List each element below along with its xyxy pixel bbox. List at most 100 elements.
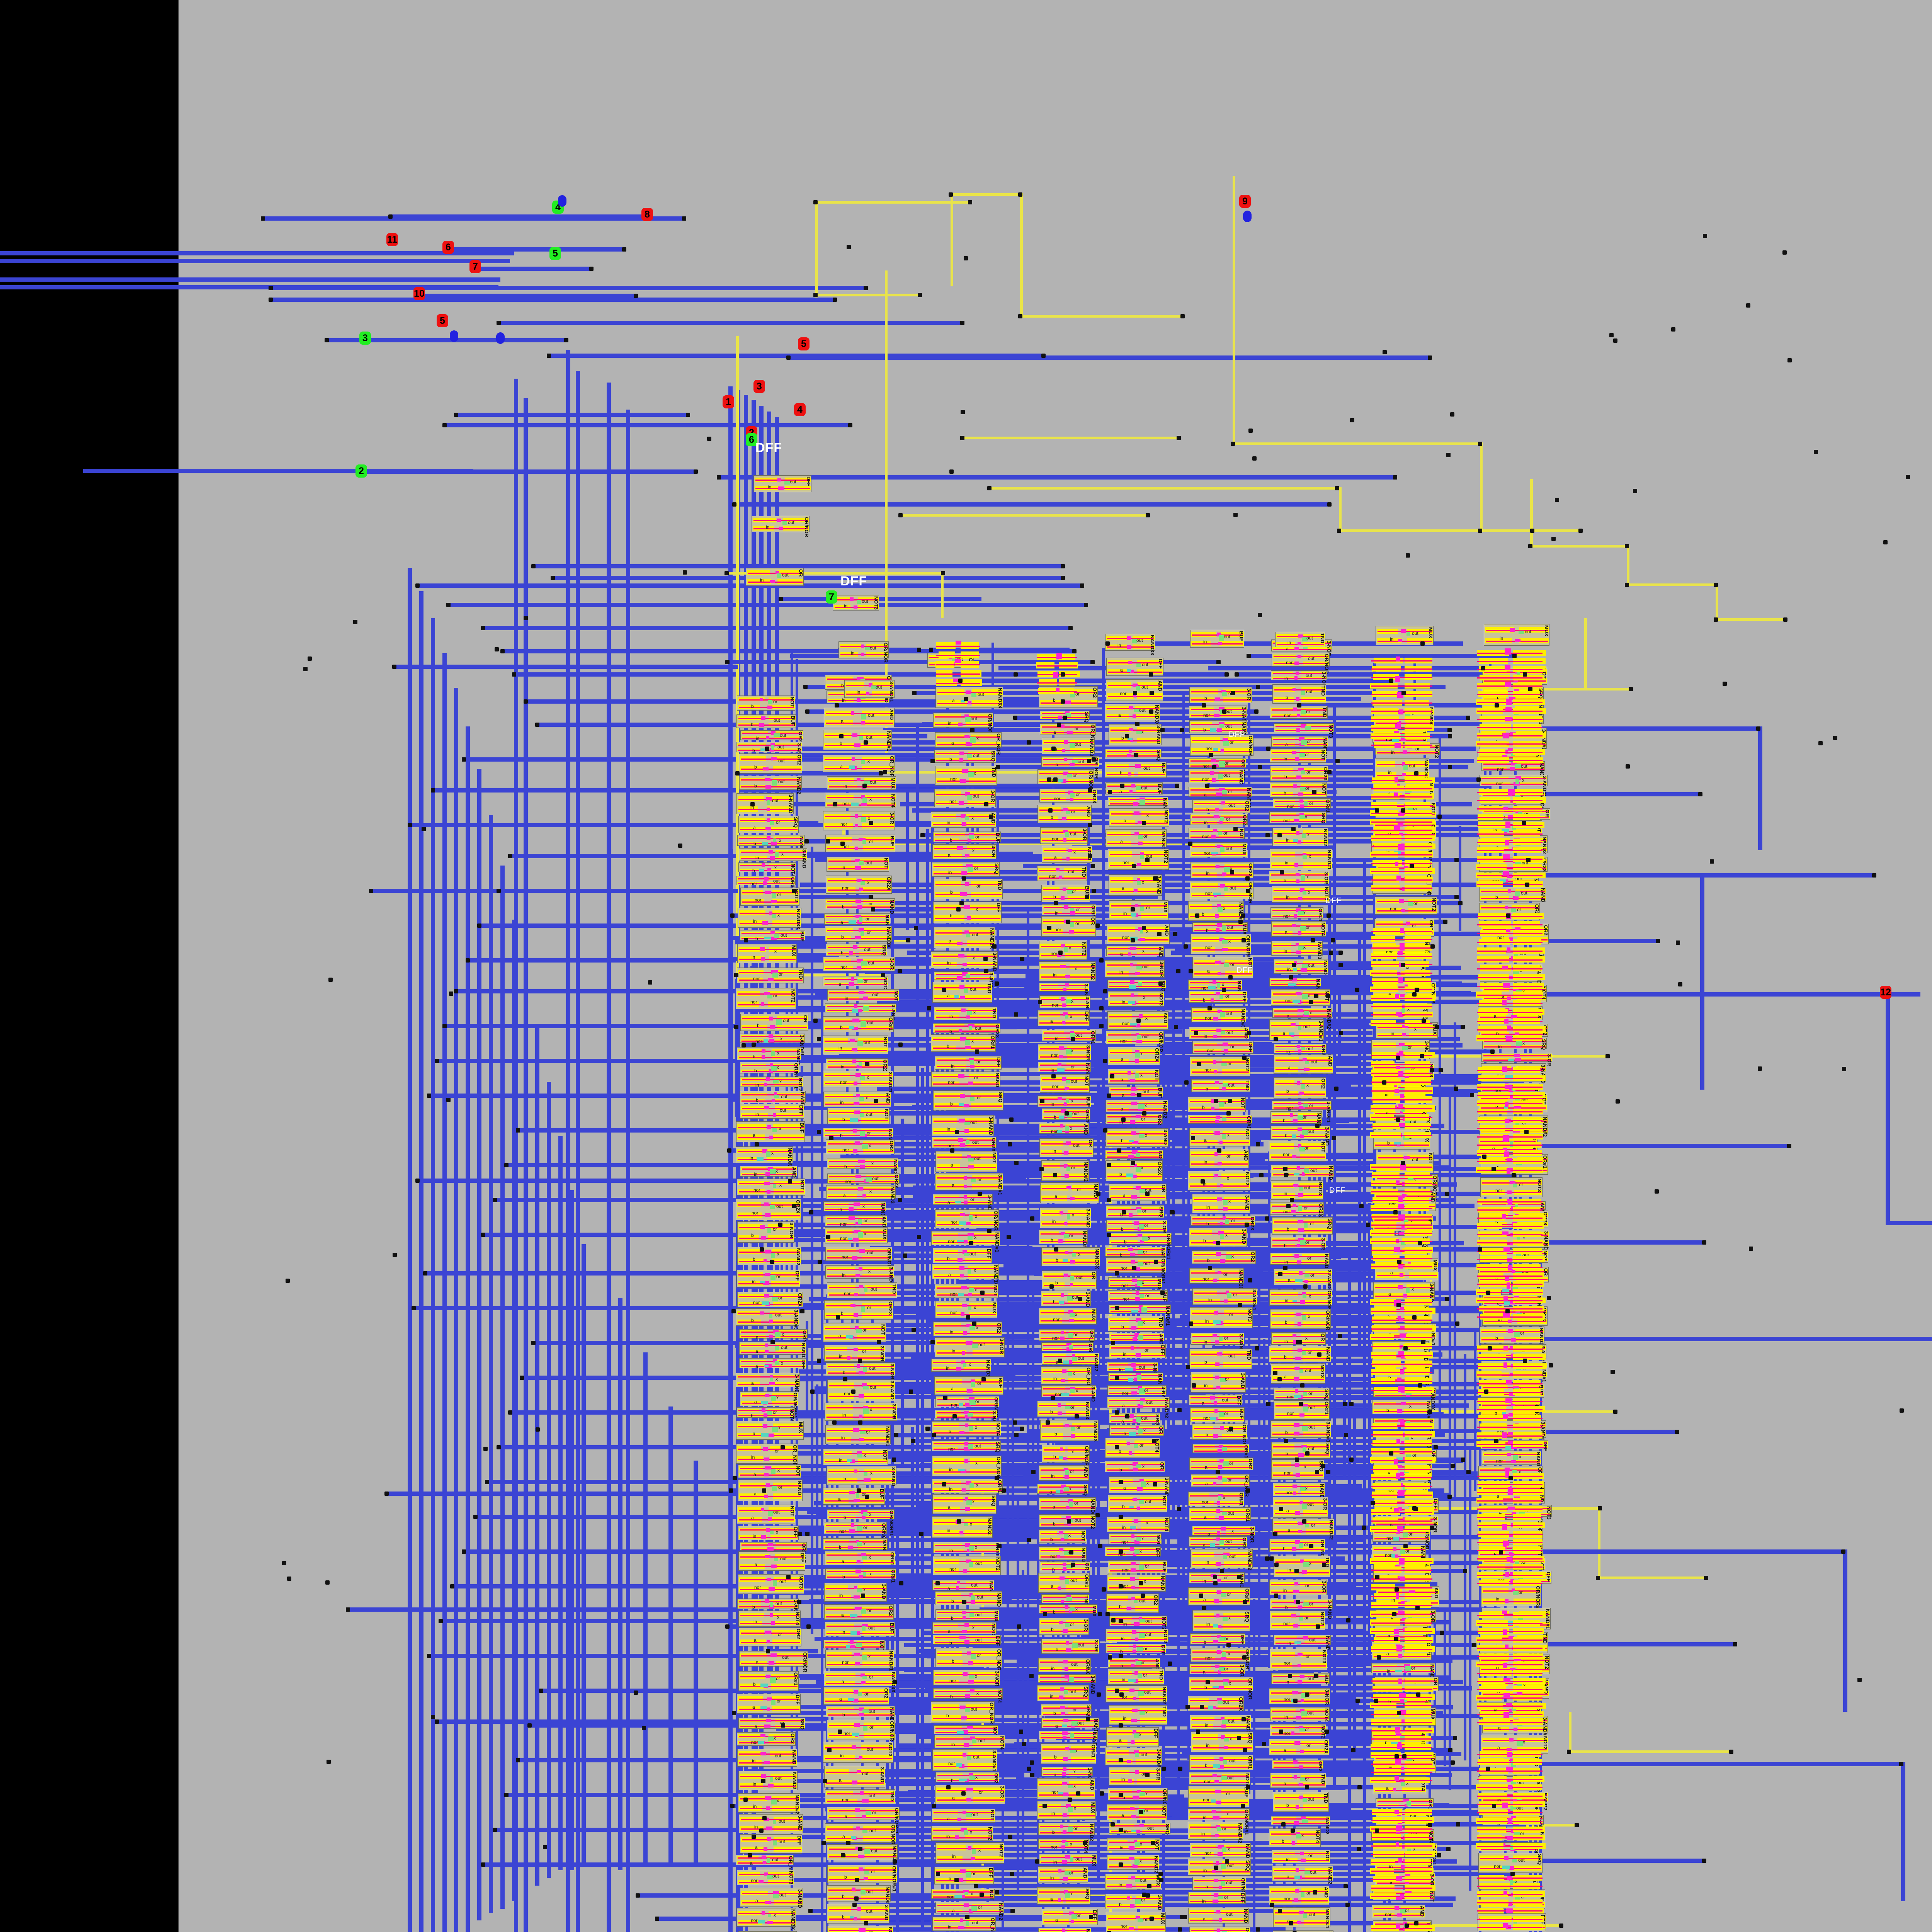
input-port-badge[interactable]: 1 <box>723 395 734 408</box>
net-terminal-dot <box>1362 1526 1366 1530</box>
net-terminal-dot <box>1088 788 1092 793</box>
net-terminal-dot <box>762 1816 767 1820</box>
net-terminal-dot <box>1255 1346 1259 1350</box>
input-port-badge[interactable]: 4 <box>794 403 806 416</box>
net-terminal-dot <box>481 1862 485 1867</box>
net-terminal-dot <box>1238 1303 1242 1307</box>
net-terminal-dot <box>1435 1025 1439 1029</box>
routing-wire-metal2-h <box>1598 1577 1706 1579</box>
net-terminal-dot <box>1222 709 1226 714</box>
net-terminal-dot <box>1383 350 1387 354</box>
net-terminal-dot <box>755 1142 759 1146</box>
net-terminal-dot <box>1099 1024 1104 1028</box>
routing-wire-h <box>1060 1519 1304 1524</box>
net-terminal-dot <box>1071 1037 1075 1041</box>
routing-wire-h <box>767 1433 1286 1437</box>
net-terminal-dot <box>809 1210 813 1214</box>
net-terminal-dot <box>1329 951 1333 955</box>
net-terminal-dot <box>388 214 393 219</box>
output-port-badge[interactable]: 7 <box>826 590 837 604</box>
input-port-badge[interactable]: 8 <box>641 208 653 221</box>
net-terminal-dot <box>1703 234 1707 238</box>
net-terminal-dot <box>729 1488 733 1493</box>
routing-wire-h <box>911 1357 1088 1361</box>
net-terminal-dot <box>325 338 329 342</box>
routing-wire-h <box>1024 1000 1490 1004</box>
input-port-badge[interactable]: 9 <box>1239 195 1251 208</box>
routing-wire-h <box>448 603 1086 607</box>
net-terminal-dot <box>1270 1903 1274 1907</box>
output-port-badge[interactable]: 2 <box>355 464 367 478</box>
net-terminal-dot <box>1098 1544 1102 1548</box>
net-terminal-dot <box>634 294 638 298</box>
net-terminal-dot <box>1311 938 1315 942</box>
output-port-badge[interactable]: 5 <box>549 247 561 260</box>
routing-wire-h <box>772 1340 879 1344</box>
input-port-badge[interactable]: 6 <box>442 241 454 254</box>
net-terminal-dot <box>1509 1476 1513 1480</box>
net-terminal-dot <box>836 1315 840 1320</box>
net-terminal-dot <box>346 1607 350 1612</box>
net-terminal-dot <box>1445 1192 1449 1196</box>
net-terminal-dot <box>327 1760 331 1764</box>
input-port-badge[interactable]: 12 <box>1880 986 1891 999</box>
routing-wire-h <box>1082 1493 1451 1497</box>
net-terminal-dot <box>1456 1822 1460 1827</box>
net-terminal-dot <box>1293 1699 1298 1703</box>
routing-wire-v <box>1479 1264 1481 1932</box>
net-terminal-dot <box>1035 1859 1039 1864</box>
net-terminal-dot <box>1099 958 1104 963</box>
net-terminal-dot <box>1278 1909 1282 1913</box>
net-terminal-dot <box>1277 833 1282 837</box>
routing-wire-v <box>500 866 505 1909</box>
macro-label: DFF <box>840 574 867 589</box>
net-terminal-dot <box>369 889 373 893</box>
routing-wire-v <box>477 769 481 1920</box>
net-terminal-dot <box>750 802 755 806</box>
net-terminal-dot <box>1420 1054 1424 1058</box>
net-terminal-dot <box>1676 940 1680 945</box>
net-terminal-dot <box>821 1841 826 1845</box>
routing-wire-metal2-v <box>1339 487 1342 529</box>
net-terminal-dot <box>1146 1893 1150 1898</box>
net-terminal-dot <box>1108 790 1112 794</box>
net-terminal-dot <box>1366 1223 1370 1227</box>
net-terminal-dot <box>1787 358 1792 362</box>
net-terminal-dot <box>328 978 333 982</box>
input-port-badge[interactable]: 5 <box>798 337 810 350</box>
net-terminal-dot <box>493 1198 497 1202</box>
input-port-badge[interactable]: 7 <box>469 260 481 273</box>
routing-wire-h <box>514 672 1063 677</box>
routing-wire-h <box>998 666 1117 670</box>
input-port-badge[interactable]: 3 <box>753 380 765 393</box>
routing-wire-h <box>1008 1544 1348 1548</box>
net-terminal-dot <box>752 1835 756 1839</box>
net-terminal-dot <box>1481 666 1485 670</box>
net-terminal-dot <box>779 597 783 601</box>
net-terminal-dot <box>914 926 918 930</box>
routing-wire-h <box>757 1798 1070 1802</box>
routing-wire-metal2-h <box>1339 529 1532 532</box>
net-terminal-dot <box>1008 1835 1012 1839</box>
net-terminal-dot <box>1231 442 1235 446</box>
net-terminal-dot <box>946 1785 951 1789</box>
routing-wire-h <box>1111 771 1416 776</box>
net-terminal-dot <box>527 1723 532 1728</box>
net-terminal-dot <box>1168 1662 1172 1666</box>
input-port-badge[interactable]: 10 <box>413 287 425 300</box>
net-terminal-dot <box>1053 1173 1057 1177</box>
routing-wire-v <box>1368 1203 1371 1665</box>
net-terminal-dot <box>734 973 738 977</box>
routing-wire-v <box>626 410 630 1932</box>
input-port-badge[interactable]: 11 <box>386 233 398 246</box>
net-terminal-dot <box>269 286 273 290</box>
net-terminal-dot <box>839 734 844 738</box>
net-terminal-dot <box>829 1136 833 1140</box>
routing-wire-v <box>1097 1082 1100 1878</box>
net-terminal-dot <box>960 436 964 440</box>
net-terminal-dot <box>1149 709 1153 714</box>
output-port-badge[interactable]: 3 <box>359 332 371 345</box>
net-terminal-dot <box>1278 1272 1282 1276</box>
input-port-badge[interactable]: 5 <box>437 314 448 327</box>
